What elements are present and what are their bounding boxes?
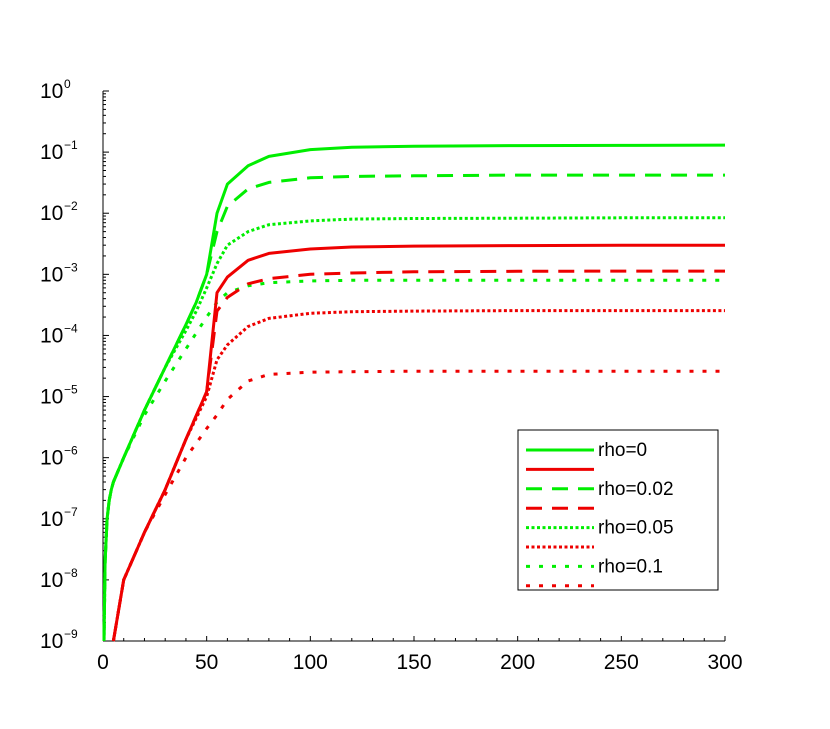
y-tick-label-exponent: −5 bbox=[64, 383, 78, 397]
x-tick-label: 50 bbox=[195, 651, 218, 674]
series-line-3 bbox=[102, 216, 725, 642]
series-line-2 bbox=[102, 173, 725, 642]
series-line-4 bbox=[102, 278, 725, 642]
y-tick-label-base: 10 bbox=[40, 630, 63, 653]
x-tick-label: 300 bbox=[707, 651, 742, 674]
y-tick-label-exponent: −9 bbox=[64, 627, 78, 641]
legend-label: rho=0.05 bbox=[598, 518, 674, 539]
y-tick-label-exponent: −6 bbox=[64, 444, 78, 458]
y-tick-label-base: 10 bbox=[40, 386, 63, 409]
x-tick-label: 200 bbox=[500, 651, 535, 674]
y-tick-label-base: 10 bbox=[40, 447, 63, 470]
y-tick-label-base: 10 bbox=[40, 324, 63, 347]
y-tick-label-exponent: −2 bbox=[64, 199, 78, 213]
series-line-7 bbox=[111, 309, 725, 642]
x-tick-label: 150 bbox=[396, 651, 431, 674]
legend-label: rho=0.1 bbox=[598, 556, 663, 577]
y-tick-label-base: 10 bbox=[40, 263, 63, 286]
y-tick-label-exponent: 0 bbox=[64, 77, 71, 91]
legend-label: rho=0 bbox=[598, 440, 647, 461]
x-tick-label: 250 bbox=[604, 651, 639, 674]
x-tick-label: 100 bbox=[293, 651, 328, 674]
y-tick-label-base: 10 bbox=[40, 508, 63, 531]
y-tick-label-base: 10 bbox=[40, 80, 63, 103]
y-tick-label-base: 10 bbox=[40, 569, 63, 592]
x-tick-label: 0 bbox=[97, 651, 109, 674]
y-tick-label-exponent: −1 bbox=[64, 138, 78, 152]
y-tick-label-exponent: −7 bbox=[64, 505, 78, 519]
y-tick-label-exponent: −3 bbox=[64, 260, 78, 274]
legend: rho=0 rho=0.02 rho=0.05 rho=0.1 bbox=[517, 429, 719, 591]
y-tick-label-base: 10 bbox=[40, 141, 63, 164]
legend-label: rho=0.02 bbox=[598, 479, 674, 500]
legend-box bbox=[517, 429, 719, 591]
y-tick-label-exponent: −8 bbox=[64, 566, 78, 580]
series-layer bbox=[102, 143, 726, 642]
y-tick-label-base: 10 bbox=[40, 202, 63, 225]
y-tick-label-exponent: −4 bbox=[64, 321, 78, 335]
